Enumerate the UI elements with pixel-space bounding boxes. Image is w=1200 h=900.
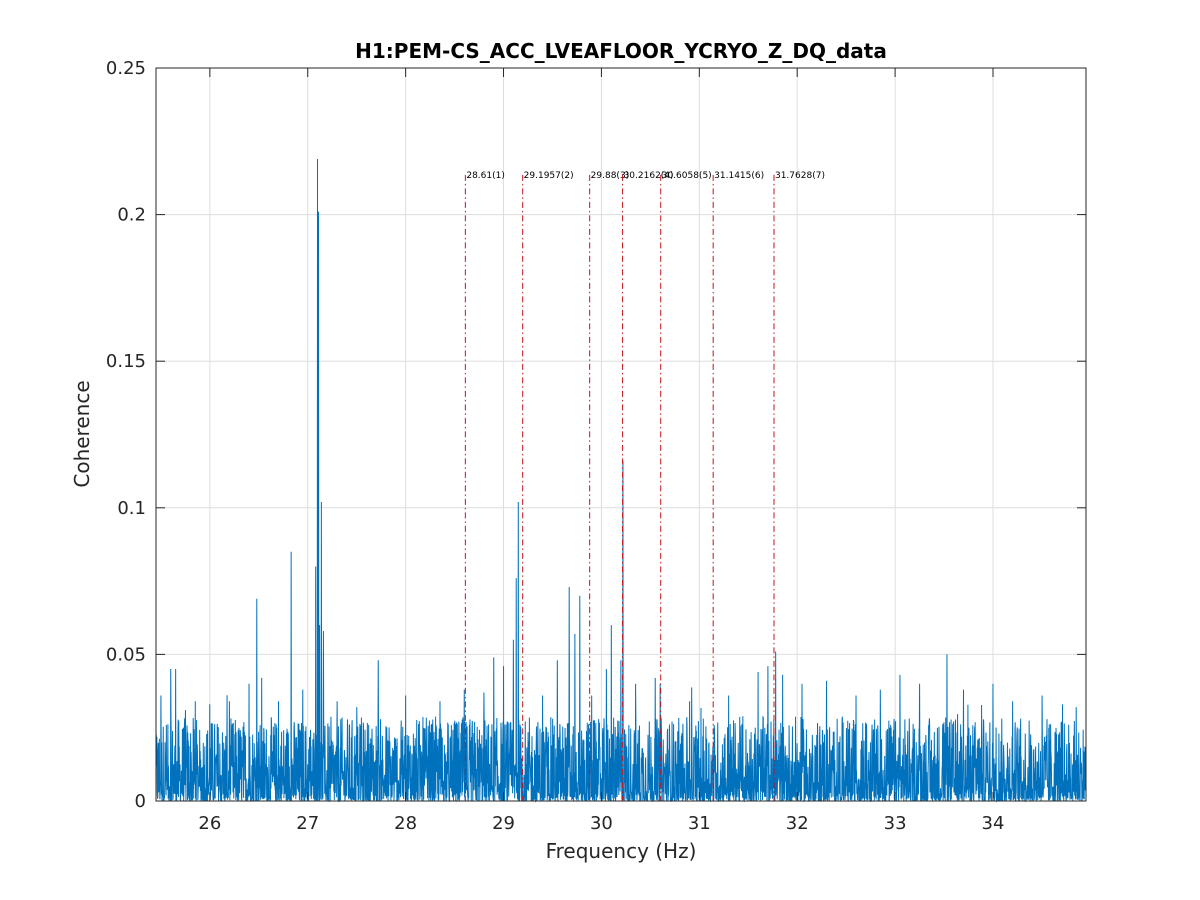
frequency-marker-label: 31.1415(6) — [714, 171, 764, 181]
frequency-markers: 28.61(1) 29.1957(2) 29.88(3)30.2162(4)30.6… — [464, 171, 825, 801]
y-axis-label: Coherence — [70, 380, 94, 487]
axes-box — [155, 67, 1087, 802]
frequency-marker-label: 30.2162(4) — [624, 171, 674, 181]
frequency-marker-label: 28.61(1) — [466, 171, 505, 181]
chart-title: H1:PEM-CS_ACC_LVEAFLOOR_YCRYO_Z_DQ_data — [355, 39, 887, 63]
frequency-marker-label: 29.1957(2) — [524, 171, 574, 181]
y-tick-label: 0.1 — [117, 498, 146, 519]
x-axis-ticks: 26 27 28 29 30 31 32 33 34 — [198, 68, 1004, 834]
x-tick-label: 32 — [786, 813, 809, 834]
x-tick-label: 26 — [198, 813, 221, 834]
y-axis-ticks: 0 0.05 0.1 0.15 0.2 0.25 — [106, 58, 1086, 812]
frequency-marker-label: 31.7628(7) — [775, 171, 825, 181]
y-tick-label: 0 — [135, 791, 146, 812]
frequency-marker-label: 30.6058(5) — [662, 171, 712, 181]
frequency-marker-label: 29.88(3) — [591, 171, 630, 181]
grid-lines — [156, 67, 1086, 802]
x-tick-label: 27 — [296, 813, 319, 834]
y-tick-label: 0.25 — [106, 58, 146, 79]
x-tick-label: 34 — [982, 813, 1005, 834]
x-tick-label: 29 — [492, 813, 515, 834]
y-tick-label: 0.2 — [117, 205, 146, 226]
y-tick-label: 0.05 — [106, 644, 146, 665]
x-axis-label: Frequency (Hz) — [546, 839, 697, 863]
x-tick-label: 33 — [884, 813, 907, 834]
x-tick-label: 28 — [394, 813, 417, 834]
x-tick-label: 30 — [590, 813, 613, 834]
coherence-series-line — [155, 158, 1087, 803]
y-tick-label: 0.15 — [106, 351, 146, 372]
x-tick-label: 31 — [688, 813, 711, 834]
